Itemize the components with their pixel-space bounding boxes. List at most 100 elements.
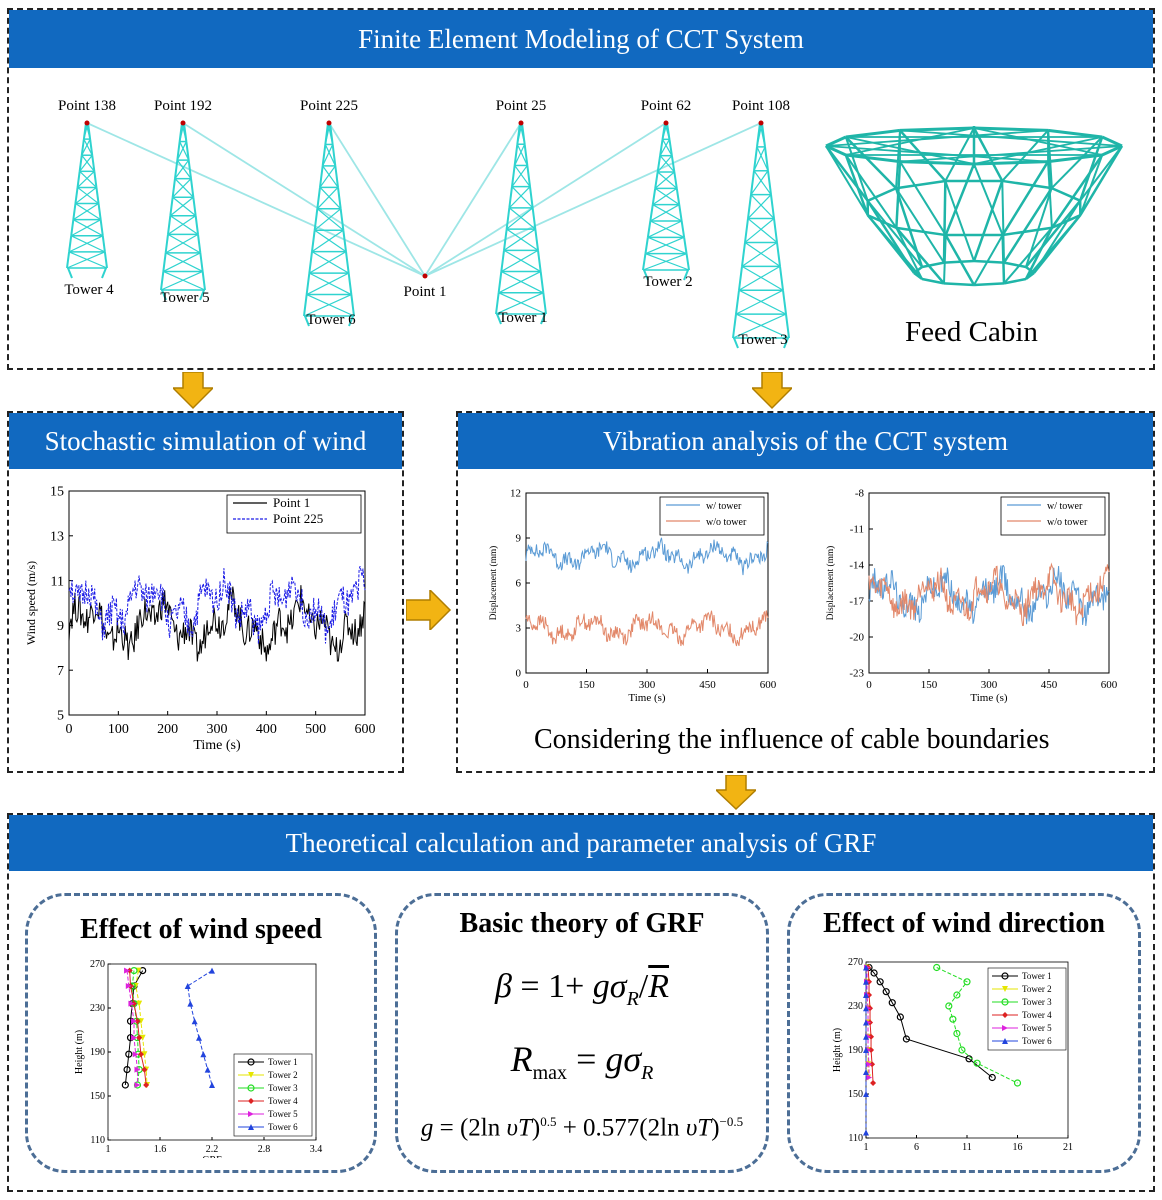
legend-label: Tower 5 — [268, 1109, 298, 1119]
data-point — [1002, 1012, 1008, 1018]
data-point — [125, 1050, 133, 1058]
series-line — [525, 610, 769, 647]
data-point — [958, 1046, 966, 1054]
data-point — [863, 1047, 869, 1053]
legend-label: w/ tower — [706, 501, 742, 512]
x-tick-label: 450 — [699, 679, 716, 691]
data-point — [134, 1018, 141, 1025]
x-tick-label: 150 — [578, 679, 595, 691]
y-tick-label: -23 — [849, 668, 864, 680]
x-tick-label: 600 — [760, 679, 777, 691]
data-point — [191, 1018, 198, 1025]
data-point — [134, 1082, 141, 1088]
grf-wind-speed-chart: 1 1.6 2.2 2.8 3.4 110 150 190 230 270 GRF Height (m… — [74, 959, 323, 1158]
series-tower-1 — [865, 963, 996, 1082]
wind-panel: Stochastic simulation of wind 0 100 200 300… — [7, 411, 404, 773]
y-axis-label: Displacement (mm) — [488, 546, 499, 620]
data-point — [248, 1072, 254, 1078]
cable-line — [424, 122, 667, 277]
data-point — [863, 1129, 869, 1136]
legend-label: Tower 2 — [1022, 984, 1052, 994]
series-line — [129, 970, 147, 1086]
data-point — [247, 1058, 255, 1066]
y-tick-label: 230 — [848, 1001, 863, 1012]
wind-direction-box: Effect of wind direction 1 6 11 16 21 110 150 1… — [787, 893, 1141, 1173]
data-point — [1001, 998, 1009, 1006]
series-line — [68, 585, 366, 662]
y-tick-label: 12 — [510, 488, 521, 500]
x-tick-label: 400 — [256, 722, 277, 737]
legend-label: Tower 6 — [1022, 1036, 1052, 1046]
data-point — [988, 1073, 996, 1082]
x-axis-label: GRF — [957, 1153, 977, 1154]
top-point-marker — [758, 120, 764, 126]
cable-line — [424, 122, 762, 277]
data-point — [933, 963, 941, 972]
y-tick-label: -17 — [849, 596, 864, 608]
data-point — [141, 1051, 148, 1058]
x-tick-label: 21 — [1063, 1142, 1073, 1153]
fe-model-header: Finite Element Modeling of CCT System — [9, 10, 1153, 68]
y-tick-label: 190 — [848, 1045, 863, 1056]
grf-theory-box-title: Basic theory of GRF — [459, 908, 705, 939]
data-point — [896, 1013, 904, 1021]
y-tick-label: 150 — [90, 1091, 105, 1102]
data-point — [137, 1051, 144, 1058]
legend-box — [233, 1053, 313, 1137]
data-point — [125, 983, 132, 989]
data-point — [902, 1035, 911, 1043]
data-point — [124, 967, 131, 974]
top-point-marker — [326, 120, 332, 126]
cct-model-figure: Point 138 Tower 4 Point 192 Tower 5 Point 22… — [58, 98, 1124, 349]
cable-line — [182, 122, 426, 277]
series-tower-3 — [933, 963, 1022, 1087]
data-point — [248, 1098, 254, 1104]
data-point — [1002, 986, 1008, 992]
y-axis-label: Height (m) — [832, 1028, 843, 1072]
x-tick-label: 600 — [355, 722, 376, 737]
top-point-marker — [84, 120, 90, 126]
y-tick-label: 13 — [50, 529, 64, 544]
data-point — [1002, 1025, 1008, 1031]
y-tick-label: -11 — [850, 524, 864, 536]
data-point — [863, 1005, 869, 1012]
data-point — [132, 1051, 139, 1058]
y-tick-label: 0 — [516, 668, 522, 680]
tower-label: Tower 6 — [306, 312, 356, 328]
wind-title: Stochastic simulation of wind — [44, 425, 367, 456]
data-point — [131, 1034, 137, 1041]
fe-model-title: Finite Element Modeling of CCT System — [358, 23, 804, 54]
series-tower-5 — [124, 967, 141, 1088]
x-tick-label: 0 — [66, 722, 73, 737]
data-point — [888, 999, 896, 1007]
legend-box — [659, 496, 765, 536]
data-point — [882, 988, 890, 996]
tower-label: Tower 3 — [738, 332, 787, 348]
y-tick-label: 15 — [50, 485, 64, 500]
data-point — [209, 967, 215, 974]
y-tick-label: 5 — [57, 709, 64, 724]
data-point — [869, 1061, 876, 1068]
data-point — [136, 1034, 143, 1041]
x-tick-label: 3.4 — [310, 1144, 323, 1155]
y-tick-label: 150 — [848, 1089, 863, 1100]
legend-label: Tower 3 — [268, 1083, 298, 1093]
legend-box — [1000, 496, 1106, 536]
y-tick-label: -14 — [849, 560, 864, 572]
data-point — [141, 1066, 148, 1073]
tower-label: Tower 4 — [64, 282, 114, 298]
x-tick-label: 16 — [1013, 1142, 1023, 1153]
y-tick-label: 7 — [57, 664, 64, 679]
top-point-marker — [180, 120, 186, 126]
tower-2 — [160, 122, 206, 301]
y-tick-label: 110 — [90, 1135, 105, 1146]
x-axis-label: Time (s) — [193, 738, 241, 753]
series-line — [525, 537, 769, 576]
legend-box — [226, 494, 362, 534]
arrow-down-icon — [173, 372, 213, 410]
x-axis-label: Time (s) — [970, 692, 1008, 704]
data-point — [949, 1015, 957, 1023]
data-point — [1001, 972, 1009, 980]
legend-label: Tower 5 — [1022, 1023, 1052, 1033]
y-tick-label: 6 — [516, 578, 522, 590]
